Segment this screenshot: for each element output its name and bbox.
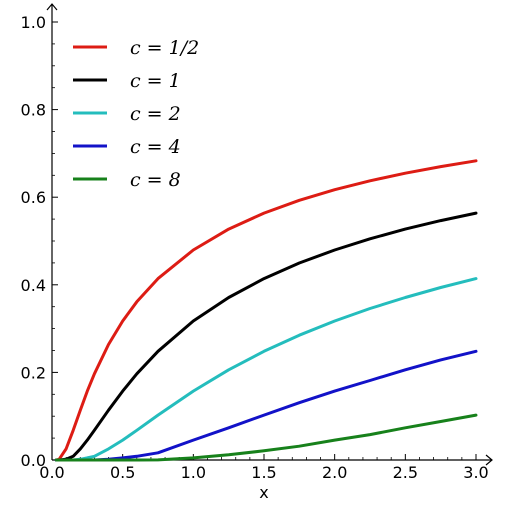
y-tick-label: 1.0 bbox=[21, 13, 46, 32]
y-tick-label: 0.8 bbox=[21, 101, 46, 120]
y-tick-label: 0.2 bbox=[21, 363, 46, 382]
series-line-1 bbox=[54, 159, 478, 462]
x-tick-label: 0.0 bbox=[39, 463, 64, 482]
x-tick-label: 2.0 bbox=[322, 463, 347, 482]
legend-label: c = 2 bbox=[130, 103, 181, 125]
x-tick-label: 3.0 bbox=[463, 463, 488, 482]
y-tick-label: 0.0 bbox=[21, 451, 46, 470]
y-tick-label: 0.6 bbox=[21, 188, 46, 207]
series-line-2 bbox=[54, 211, 478, 462]
x-tick-label: 0.5 bbox=[110, 463, 135, 482]
x-tick-label: 1.5 bbox=[251, 463, 276, 482]
legend-label: c = 1 bbox=[130, 70, 181, 92]
x-tick-label: 1.0 bbox=[181, 463, 206, 482]
series-line-3 bbox=[54, 277, 478, 462]
y-tick-label: 0.4 bbox=[21, 276, 46, 295]
x-axis-arrow bbox=[485, 454, 493, 466]
legend-label: c = 4 bbox=[130, 136, 181, 158]
legend-label: c = 1/2 bbox=[130, 37, 199, 59]
legend-label: c = 8 bbox=[130, 169, 181, 191]
x-axis-title: x bbox=[259, 483, 268, 502]
series-line-5 bbox=[54, 413, 478, 462]
y-axis-arrow bbox=[46, 3, 58, 11]
x-tick-label: 2.5 bbox=[393, 463, 418, 482]
